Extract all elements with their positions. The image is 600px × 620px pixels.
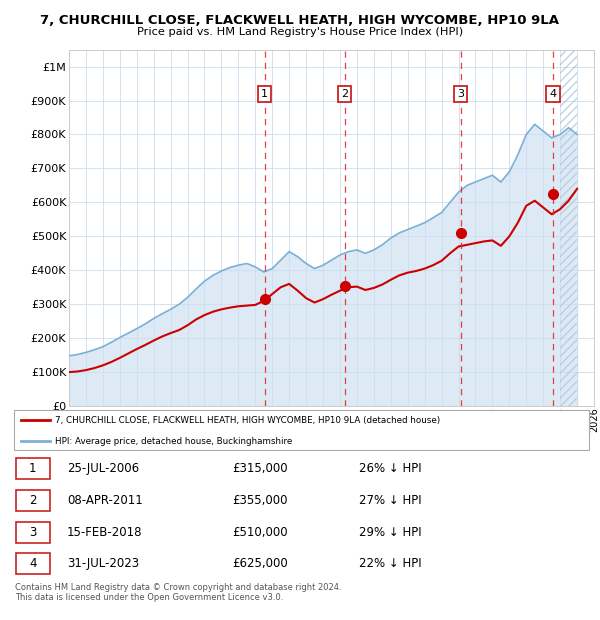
Text: 2: 2 xyxy=(29,494,37,507)
Text: £355,000: £355,000 xyxy=(232,494,287,507)
Text: HPI: Average price, detached house, Buckinghamshire: HPI: Average price, detached house, Buck… xyxy=(55,436,293,446)
Text: 3: 3 xyxy=(457,89,464,99)
Text: 15-FEB-2018: 15-FEB-2018 xyxy=(67,526,143,539)
Text: 31-JUL-2023: 31-JUL-2023 xyxy=(67,557,139,570)
Text: 4: 4 xyxy=(29,557,37,570)
Text: 08-APR-2011: 08-APR-2011 xyxy=(67,494,143,507)
Text: 22% ↓ HPI: 22% ↓ HPI xyxy=(359,557,422,570)
FancyBboxPatch shape xyxy=(16,490,50,511)
Text: 7, CHURCHILL CLOSE, FLACKWELL HEATH, HIGH WYCOMBE, HP10 9LA: 7, CHURCHILL CLOSE, FLACKWELL HEATH, HIG… xyxy=(41,14,560,27)
Text: Price paid vs. HM Land Registry's House Price Index (HPI): Price paid vs. HM Land Registry's House … xyxy=(137,27,463,37)
Text: 26% ↓ HPI: 26% ↓ HPI xyxy=(359,462,422,475)
FancyBboxPatch shape xyxy=(16,553,50,574)
FancyBboxPatch shape xyxy=(14,410,589,450)
Text: 7, CHURCHILL CLOSE, FLACKWELL HEATH, HIGH WYCOMBE, HP10 9LA (detached house): 7, CHURCHILL CLOSE, FLACKWELL HEATH, HIG… xyxy=(55,415,440,425)
Text: 1: 1 xyxy=(261,89,268,99)
Text: Contains HM Land Registry data © Crown copyright and database right 2024.
This d: Contains HM Land Registry data © Crown c… xyxy=(15,583,341,602)
Text: 1: 1 xyxy=(29,462,37,475)
Text: £510,000: £510,000 xyxy=(232,526,287,539)
Text: 29% ↓ HPI: 29% ↓ HPI xyxy=(359,526,422,539)
Text: 27% ↓ HPI: 27% ↓ HPI xyxy=(359,494,422,507)
Text: 25-JUL-2006: 25-JUL-2006 xyxy=(67,462,139,475)
Text: £315,000: £315,000 xyxy=(232,462,287,475)
FancyBboxPatch shape xyxy=(16,458,50,479)
Text: 3: 3 xyxy=(29,526,37,539)
Text: 2: 2 xyxy=(341,89,348,99)
FancyBboxPatch shape xyxy=(16,521,50,542)
Text: £625,000: £625,000 xyxy=(232,557,288,570)
Text: 4: 4 xyxy=(550,89,557,99)
